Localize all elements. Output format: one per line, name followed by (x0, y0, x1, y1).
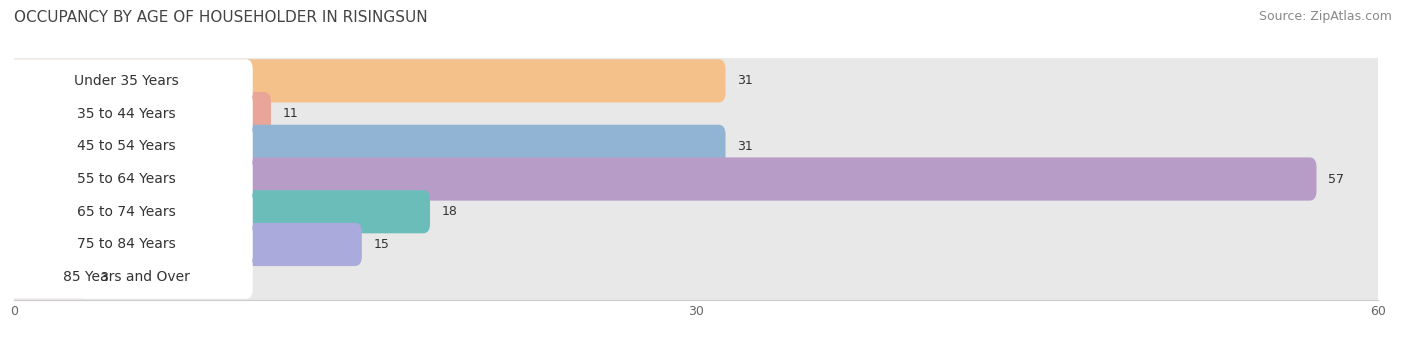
FancyBboxPatch shape (6, 55, 1386, 107)
FancyBboxPatch shape (7, 59, 725, 102)
FancyBboxPatch shape (7, 256, 89, 299)
FancyBboxPatch shape (6, 87, 1386, 140)
Text: 35 to 44 Years: 35 to 44 Years (77, 107, 176, 121)
FancyBboxPatch shape (7, 158, 1316, 201)
FancyBboxPatch shape (6, 153, 1386, 205)
FancyBboxPatch shape (0, 59, 253, 102)
Text: OCCUPANCY BY AGE OF HOUSEHOLDER IN RISINGSUN: OCCUPANCY BY AGE OF HOUSEHOLDER IN RISIN… (14, 10, 427, 25)
FancyBboxPatch shape (6, 251, 1386, 303)
Text: 15: 15 (373, 238, 389, 251)
Text: 85 Years and Over: 85 Years and Over (63, 270, 190, 284)
FancyBboxPatch shape (7, 190, 430, 233)
Text: 11: 11 (283, 107, 298, 120)
Text: 31: 31 (737, 140, 752, 153)
FancyBboxPatch shape (0, 256, 253, 299)
Text: Under 35 Years: Under 35 Years (75, 74, 179, 88)
Text: Source: ZipAtlas.com: Source: ZipAtlas.com (1258, 10, 1392, 23)
FancyBboxPatch shape (6, 186, 1386, 238)
Text: 45 to 54 Years: 45 to 54 Years (77, 139, 176, 153)
Text: 75 to 84 Years: 75 to 84 Years (77, 237, 176, 251)
FancyBboxPatch shape (6, 218, 1386, 271)
FancyBboxPatch shape (0, 158, 253, 201)
FancyBboxPatch shape (7, 92, 271, 135)
FancyBboxPatch shape (7, 125, 725, 168)
FancyBboxPatch shape (0, 125, 253, 168)
FancyBboxPatch shape (0, 190, 253, 233)
FancyBboxPatch shape (0, 223, 253, 266)
Text: 18: 18 (441, 205, 457, 218)
Text: 55 to 64 Years: 55 to 64 Years (77, 172, 176, 186)
FancyBboxPatch shape (6, 120, 1386, 173)
Text: 65 to 74 Years: 65 to 74 Years (77, 205, 176, 219)
Text: 31: 31 (737, 74, 752, 87)
Text: 3: 3 (100, 271, 108, 284)
Text: 57: 57 (1327, 173, 1344, 186)
FancyBboxPatch shape (7, 223, 361, 266)
FancyBboxPatch shape (0, 92, 253, 135)
